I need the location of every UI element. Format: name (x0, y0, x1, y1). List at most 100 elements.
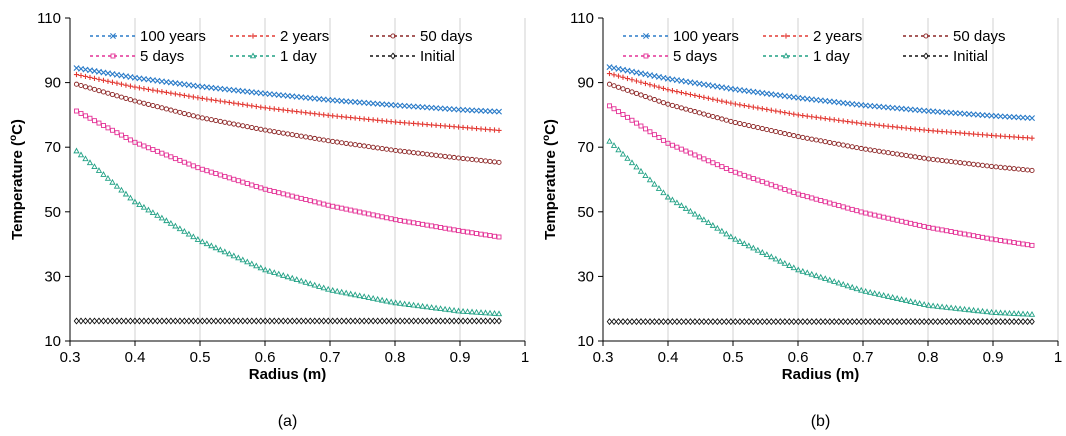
y-tick-label-b: 10 (577, 333, 594, 350)
data-point-50-days (348, 141, 354, 147)
data-point-1-day (795, 266, 802, 273)
data-point-50-days (953, 159, 959, 165)
data-point-1-day (185, 230, 193, 237)
data-point-5-days (984, 235, 990, 241)
data-point-1-day (244, 258, 251, 265)
data-point-2-years (154, 88, 161, 94)
data-point-1-day (786, 262, 793, 268)
data-point-initial (791, 318, 797, 326)
data-point-50-days (150, 102, 156, 109)
data-point-initial (660, 318, 667, 326)
data-point-1-day (947, 304, 955, 311)
data-point-50-days (800, 134, 806, 140)
data-point-2-years (705, 95, 711, 101)
data-point-2-years (696, 93, 702, 100)
data-point-initial (132, 317, 138, 325)
data-point-initial (379, 317, 385, 325)
data-point-5-days (249, 182, 255, 188)
data-point-initial (808, 318, 815, 326)
data-point-1-day (86, 159, 94, 166)
data-point-2-years (629, 77, 635, 83)
data-point-5-days (867, 211, 873, 217)
data-point-100-years (660, 74, 667, 81)
data-point-initial (329, 317, 336, 325)
data-point-initial (96, 317, 102, 325)
data-point-2-years (782, 110, 788, 116)
data-point-initial (876, 318, 882, 326)
data-point-initial (383, 317, 390, 325)
data-point-1-day (902, 297, 910, 303)
data-point-1-day (392, 299, 399, 306)
data-point-2-years (840, 118, 846, 124)
legend-entry-50-days-a: 50 days (370, 28, 473, 45)
data-point-2-years (647, 82, 653, 88)
data-point-initial (894, 318, 900, 326)
data-point-initial (1006, 318, 1013, 326)
data-point-1-day (628, 159, 636, 166)
legend-entry-initial-b: Initial (903, 48, 988, 65)
data-point-1-day (113, 182, 121, 189)
data-point-1-day (302, 278, 309, 285)
data-point-initial (620, 318, 626, 326)
data-point-2-years (352, 115, 358, 121)
data-point-initial (759, 318, 766, 326)
data-point-50-days (289, 132, 295, 138)
data-point-50-days (872, 148, 878, 154)
data-point-50-days (361, 143, 367, 149)
data-point-2-years (334, 113, 340, 119)
data-point-initial (1029, 318, 1035, 326)
data-point-2-years (424, 121, 430, 128)
data-point-1-day (262, 266, 269, 273)
data-point-1-day (938, 303, 946, 310)
data-point-initial (615, 318, 622, 326)
data-point-50-days (204, 116, 210, 122)
data-point-1-day (862, 287, 869, 294)
data-point-5-days (240, 179, 246, 185)
data-point-1-day (284, 273, 291, 280)
data-point-5-days (343, 206, 349, 212)
data-point-initial (73, 317, 80, 325)
data-point-initial (764, 318, 770, 326)
data-point-2-years (755, 105, 761, 111)
data-point-initial (428, 317, 435, 325)
data-point-1-day (718, 227, 726, 234)
data-point-50-days (177, 109, 183, 115)
data-point-100-years (718, 84, 725, 91)
data-point-50-days (966, 161, 972, 167)
data-point-100-years (109, 71, 116, 78)
data-point-100-years (464, 107, 471, 114)
data-point-1-day (817, 273, 824, 280)
data-point-5-days (276, 190, 282, 196)
data-point-initial (786, 318, 793, 326)
data-point-1-day (374, 295, 381, 302)
data-point-2-years (172, 91, 178, 97)
data-point-initial (325, 317, 331, 325)
data-point-2-years (276, 106, 282, 113)
data-point-2-years (917, 126, 923, 133)
data-point-5-days (141, 143, 147, 149)
data-point-initial (696, 318, 703, 326)
data-point-50-days (87, 85, 93, 91)
data-point-100-years (496, 108, 502, 115)
data-point-5-days (487, 233, 493, 239)
data-point-5-days (836, 203, 842, 209)
data-point-initial (392, 317, 399, 325)
data-point-50-days (96, 88, 102, 94)
data-point-100-years (82, 66, 89, 73)
data-point-1-day (943, 303, 950, 310)
data-point-1-day (750, 244, 757, 251)
data-point-50-days (620, 86, 626, 92)
data-point-1-day (77, 151, 85, 158)
y-axis-title-b: Temperature (oC) (541, 119, 559, 240)
data-point-2-years (82, 73, 89, 80)
data-point-5-days (361, 210, 367, 216)
data-point-50-days (1015, 166, 1022, 172)
data-point-5-days (804, 194, 810, 200)
data-point-5-days (899, 218, 905, 224)
data-point-initial (930, 318, 936, 326)
chart-panel-a: 10 30 50 70 90 110 0.3 0.4 0.5 0.6 0.7 0.8 0.9 1 Radiu… (8, 10, 529, 430)
data-point-50-days (948, 159, 954, 165)
data-point-50-days (674, 104, 680, 110)
data-point-50-days (984, 163, 990, 169)
data-point-1-day (867, 289, 874, 295)
